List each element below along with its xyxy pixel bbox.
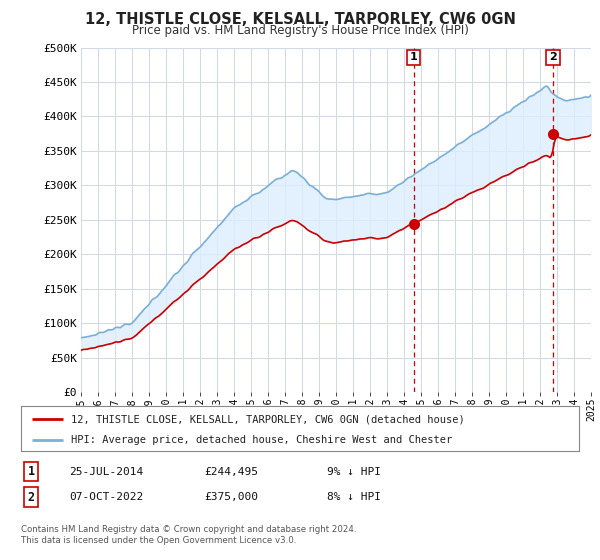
Text: £244,495: £244,495	[204, 466, 258, 477]
Text: 07-OCT-2022: 07-OCT-2022	[69, 492, 143, 502]
Text: 25-JUL-2014: 25-JUL-2014	[69, 466, 143, 477]
Text: £375,000: £375,000	[204, 492, 258, 502]
Text: 2: 2	[549, 53, 557, 62]
Text: 8% ↓ HPI: 8% ↓ HPI	[327, 492, 381, 502]
Text: 1: 1	[410, 53, 418, 62]
Text: 12, THISTLE CLOSE, KELSALL, TARPORLEY, CW6 0GN: 12, THISTLE CLOSE, KELSALL, TARPORLEY, C…	[85, 12, 515, 27]
Text: 12, THISTLE CLOSE, KELSALL, TARPORLEY, CW6 0GN (detached house): 12, THISTLE CLOSE, KELSALL, TARPORLEY, C…	[71, 414, 465, 424]
Text: 9% ↓ HPI: 9% ↓ HPI	[327, 466, 381, 477]
Text: 1: 1	[28, 465, 35, 478]
Text: HPI: Average price, detached house, Cheshire West and Chester: HPI: Average price, detached house, Ches…	[71, 435, 452, 445]
Text: Price paid vs. HM Land Registry's House Price Index (HPI): Price paid vs. HM Land Registry's House …	[131, 24, 469, 37]
Text: Contains HM Land Registry data © Crown copyright and database right 2024.
This d: Contains HM Land Registry data © Crown c…	[21, 525, 356, 545]
Text: 2: 2	[28, 491, 35, 504]
